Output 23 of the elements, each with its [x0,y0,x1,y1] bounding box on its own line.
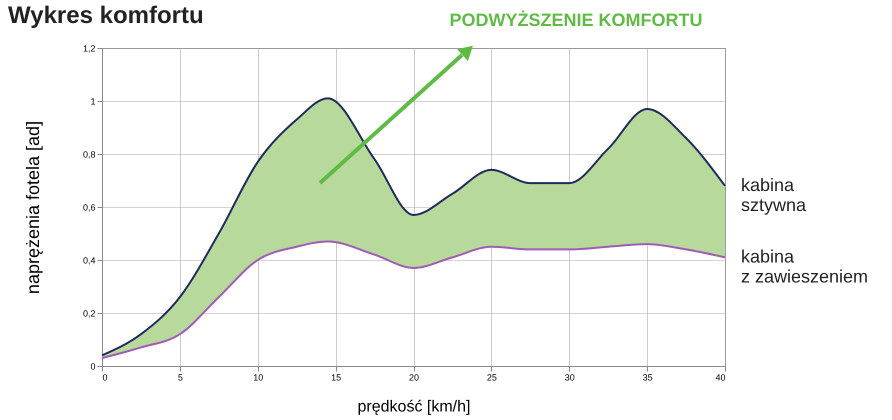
y-tick-label: 0,6 [82,202,96,212]
y-axis-title: naprężenia fotela [ad] [22,120,43,294]
y-tick-label: 0 [90,362,96,372]
x-tick-label: 30 [564,372,575,382]
x-axis-title: prędkość [km/h] [358,398,470,416]
series-label: kabina sztywna [741,174,808,215]
x-tick-label: 40 [715,372,726,382]
x-tick-label: 15 [331,372,342,382]
y-tick-label: 0,4 [82,256,96,266]
x-tick-label: 0 [102,372,108,382]
y-tick-label: 1 [90,96,96,106]
x-tick-label: 5 [178,372,183,382]
x-tick-label: 35 [642,372,653,382]
x-tick-label: 25 [486,372,497,382]
chart-title: Wykres komfortu [8,2,204,29]
line-series [101,240,726,360]
y-tick-label: 1,2 [82,44,96,54]
x-tick-label: 10 [253,372,264,382]
text: PODWYŻSZENIE KOMFORTU [450,10,702,30]
y-tick-label: 0,8 [82,150,96,160]
y-tick-label: 0,2 [82,308,96,318]
x-tick-label: 20 [408,372,420,382]
series-label: kabina z zawieszeniem [741,246,868,286]
